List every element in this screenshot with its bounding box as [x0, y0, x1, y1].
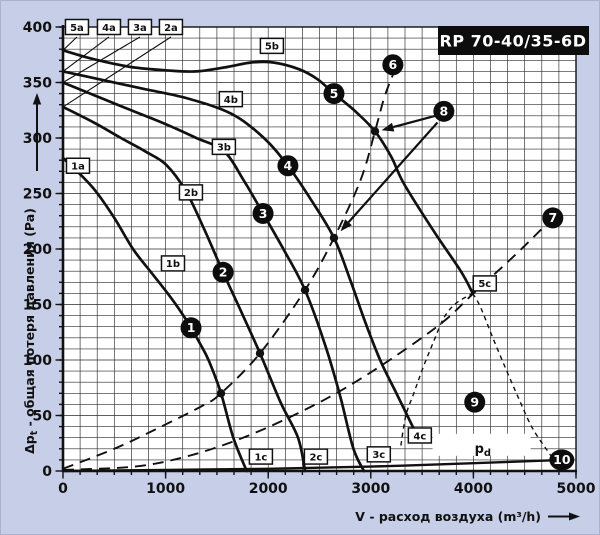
curve-label-4c: 4c [407, 427, 433, 444]
curve-label-text: 4c [413, 431, 426, 442]
working-range-limit-1 [400, 292, 474, 446]
x-tick-label: 5000 [557, 481, 596, 497]
point-marker-label: 1 [187, 320, 196, 335]
point-marker-10: 10 [549, 449, 575, 471]
y-tick-label: 350 [23, 76, 52, 92]
x-tick-label: 4000 [454, 481, 493, 497]
curve-label-3c: 3c [366, 446, 392, 463]
y-tick-label: 200 [23, 242, 52, 258]
operating-point [216, 389, 226, 398]
pd-label: pd [475, 442, 491, 459]
curve-label-text: 2b [184, 188, 198, 199]
annotation-arrow-2 [340, 121, 439, 232]
curve-label-text: 5c [478, 279, 491, 290]
x-tick-label: 1000 [146, 481, 185, 497]
point-marker-label: 9 [470, 394, 479, 409]
curve-label-4a: 4a [96, 18, 122, 36]
curve-label-4b: 4b [218, 90, 244, 108]
leader-line-1 [62, 36, 78, 51]
curve-label-text: 4b [224, 95, 238, 106]
point-marker-2: 2 [212, 261, 234, 283]
curve-label-5b: 5b [259, 37, 285, 55]
pd-label-text: pd [475, 442, 491, 459]
curve-label-text: 3a [133, 23, 147, 34]
operating-point [329, 233, 339, 243]
point-marker-label: 2 [219, 265, 228, 280]
curve-label-text: 5a [70, 23, 84, 34]
arrowhead-icon [381, 122, 395, 132]
x-tick-label: 2000 [249, 481, 288, 497]
fan-curve-5 [61, 48, 475, 295]
y-tick-label: 0 [42, 464, 52, 480]
working-range-limit-2 [472, 293, 552, 456]
curve-label-2a: 2a [158, 18, 184, 36]
y-tick-label: 100 [23, 353, 52, 369]
point-marker-label: 8 [439, 104, 448, 119]
point-marker-5: 5 [323, 83, 345, 105]
y-tick-label: 400 [23, 20, 52, 36]
system-curve-6 [62, 74, 394, 470]
point-marker-7: 7 [542, 207, 564, 229]
curve-label-3a: 3a [127, 18, 153, 36]
curve-label-text: 1c [254, 452, 267, 463]
point-marker-label: 5 [330, 86, 339, 101]
operating-points [216, 127, 380, 398]
grid [63, 27, 576, 471]
leader-line-2 [62, 36, 110, 72]
curve-label-text: 1a [71, 162, 85, 173]
curve-label-1c: 1c [248, 448, 274, 465]
y-axis-arrow-icon [32, 93, 42, 171]
curve-label-3b: 3b [211, 138, 237, 156]
curve-label-text: 5b [265, 42, 279, 53]
curve-label-5a: 5a [64, 18, 90, 36]
point-marker-label: 6 [389, 57, 398, 72]
point-marker-1: 1 [180, 317, 202, 339]
curve-label-1a: 1a [65, 157, 91, 174]
curve-label-1b: 1b [160, 255, 186, 272]
chart-title-box [438, 26, 589, 55]
curve-label-5c: 5c [472, 275, 498, 292]
point-marker-3: 3 [252, 202, 274, 224]
point-marker-label: 4 [284, 158, 293, 173]
fan-curve-2 [61, 105, 307, 473]
pd-label-backdrop [432, 433, 531, 456]
point-marker-4: 4 [277, 155, 299, 177]
operating-point [300, 285, 310, 295]
point-marker-9: 9 [464, 391, 486, 413]
chart-title: RP 70-40/35-6D [440, 32, 587, 51]
point-marker-label: 7 [548, 210, 557, 225]
curve-label-text: 3c [372, 450, 385, 461]
point-marker-label: 10 [553, 452, 571, 467]
annotation-arrow-1 [381, 114, 436, 132]
fan-curve-3 [61, 81, 366, 473]
curve-label-2b: 2b [178, 184, 204, 201]
y-tick-label: 150 [23, 298, 52, 314]
curve-label-text: 4a [102, 23, 116, 34]
curve-label-text: 2c [309, 452, 322, 463]
leader-line-3 [62, 36, 141, 83]
point-marker-8: 8 [433, 100, 455, 122]
x-tick-label: 0 [58, 481, 68, 497]
curve-label-text: 1b [166, 259, 180, 270]
leader-line-4 [62, 36, 172, 108]
x-tick-label: 3000 [351, 481, 390, 497]
operating-point [370, 127, 380, 136]
fan-curve-4 [61, 70, 416, 431]
operating-point [255, 349, 265, 358]
y-tick-label: 250 [23, 187, 52, 203]
y-axis-label: Δpt - общая потеря давления (Pa) [22, 208, 40, 454]
curve-label-text: 3b [217, 143, 231, 154]
y-tick-label: 50 [33, 409, 53, 425]
arrowhead-icon [340, 219, 352, 232]
point-marker-label: 3 [259, 206, 268, 221]
curve-label-2c: 2c [303, 448, 329, 465]
point-marker-6: 6 [382, 54, 404, 76]
x-axis-label: V - расход воздуха (m³/h) [355, 509, 541, 524]
x-axis-arrow-icon [548, 512, 580, 521]
curve-label-text: 2a [164, 23, 178, 34]
